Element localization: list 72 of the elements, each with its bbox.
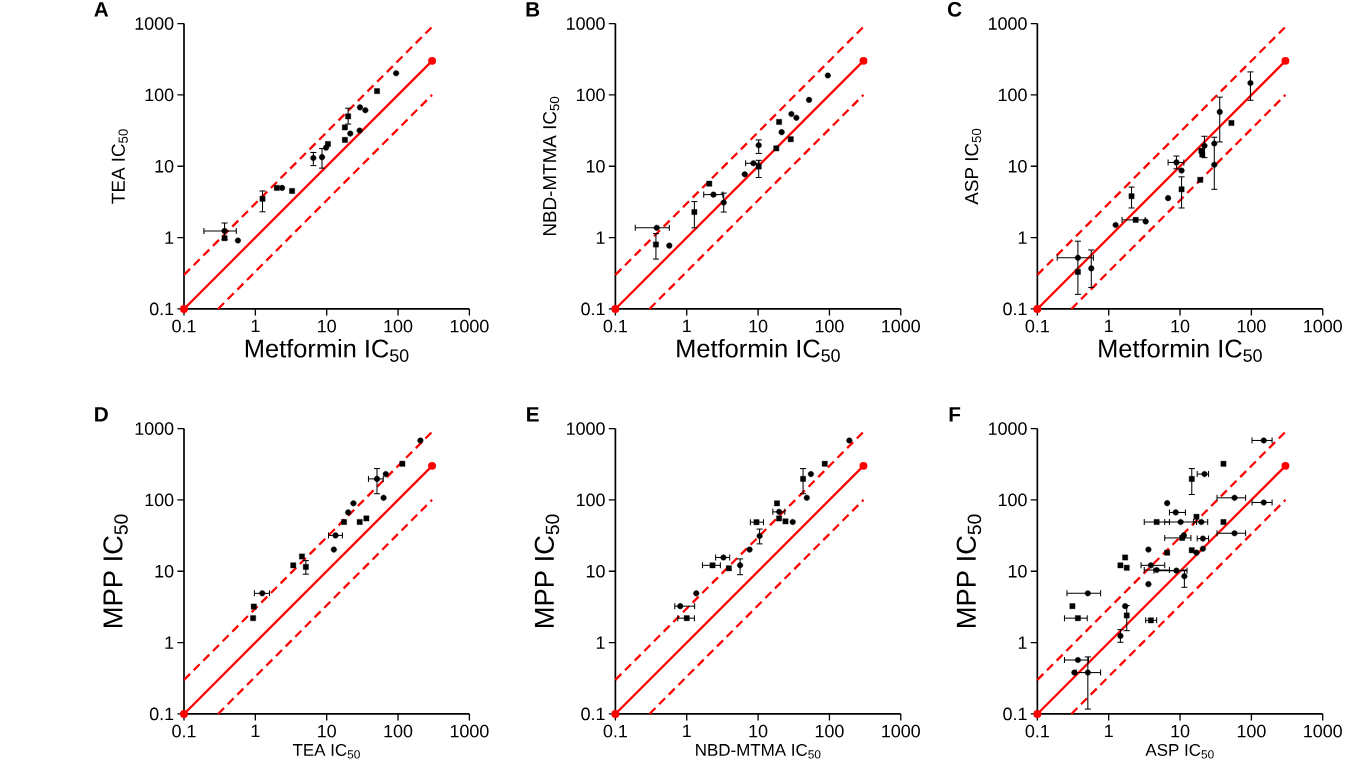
y-tick-label: 1	[1018, 231, 1027, 244]
y-tick-label: 100	[576, 493, 605, 507]
x-tick-label: 1000	[882, 724, 920, 738]
x-tick-label: 10	[318, 319, 336, 333]
y-tick-label: 1000	[135, 17, 174, 31]
x-tick-label: 1000	[1304, 319, 1342, 333]
chart-title: B	[526, 2, 540, 17]
y-axis-title: MPP IC$_{50}$	[534, 514, 560, 628]
x-tick-label: 1	[1105, 724, 1113, 738]
y-tick-label: 1	[596, 231, 605, 244]
x-tick-label: 1	[251, 724, 260, 738]
y-tick-label: 10	[155, 565, 174, 578]
y-tick-label: 1	[1018, 636, 1027, 649]
x-tick-label: 10	[318, 724, 336, 738]
x-axis-title: TEA IC$_{50}$	[292, 744, 360, 759]
y-axis-title: TEA IC$_{50}$	[111, 129, 128, 204]
chart-title: F	[949, 407, 961, 422]
y-tick-label: 1000	[988, 422, 1027, 436]
x-tick-label: 100	[384, 319, 413, 333]
x-axis-title: Metformin IC$_{50}$	[677, 339, 840, 363]
x-tick-label: 100	[1237, 319, 1266, 333]
x-tick-label: 1000	[450, 319, 489, 333]
x-tick-label: 100	[815, 724, 844, 738]
chart-title: E	[527, 407, 539, 422]
y-tick-label: 100	[998, 493, 1027, 507]
chart-title: D	[95, 407, 108, 422]
x-tick-label: 1000	[450, 724, 489, 738]
chart-title: A	[94, 2, 109, 17]
x-axis-title: ASP IC$_{50}$	[1145, 744, 1214, 759]
x-tick-label: 10	[749, 724, 768, 738]
x-tick-label: 10	[749, 319, 768, 333]
y-axis-title: ASP IC$_{50}$	[964, 128, 982, 205]
y-tick-label: 0.1	[581, 707, 605, 721]
y-axis-title: MPP IC$_{50}$	[103, 514, 128, 628]
y-tick-label: 1	[165, 636, 174, 649]
y-tick-label: 100	[576, 88, 605, 102]
y-tick-label: 100	[145, 88, 174, 102]
x-tick-label: 1	[1105, 319, 1113, 333]
y-tick-label: 10	[586, 565, 605, 578]
x-tick-label: 100	[384, 724, 413, 738]
y-axis-title: NBD-MTMA IC$_{50}$	[542, 97, 560, 236]
y-tick-label: 1000	[135, 422, 174, 436]
x-axis-title: NBD-MTMA IC$_{50}$	[696, 744, 821, 759]
y-tick-label: 100	[145, 493, 174, 507]
y-tick-label: 10	[1008, 565, 1027, 578]
y-tick-label: 0.1	[149, 707, 174, 721]
y-tick-label: 1000	[567, 17, 605, 31]
y-tick-label: 10	[586, 160, 605, 173]
y-tick-label: 1000	[988, 17, 1027, 31]
y-tick-label: 0.1	[1003, 707, 1027, 721]
y-tick-label: 10	[1008, 160, 1027, 173]
y-tick-label: 0.1	[581, 302, 605, 316]
y-tick-label: 0.1	[149, 302, 174, 316]
y-tick-label: 10	[155, 160, 174, 173]
y-tick-label: 1000	[567, 422, 605, 436]
x-tick-label: 10	[1171, 724, 1190, 738]
x-tick-label: 1	[683, 724, 691, 738]
x-tick-label: 1000	[882, 319, 920, 333]
x-axis-title: Metformin IC$_{50}$	[1099, 339, 1262, 363]
y-axis-title: MPP IC$_{50}$	[956, 514, 982, 628]
x-tick-label: 1000	[1304, 724, 1342, 738]
x-tick-label: 1	[251, 319, 260, 333]
y-tick-label: 0.1	[1003, 302, 1027, 316]
y-tick-label: 1	[165, 231, 174, 244]
y-tick-label: 1	[596, 636, 605, 649]
x-tick-label: 1	[683, 319, 691, 333]
x-tick-label: 100	[815, 319, 844, 333]
x-tick-label: 100	[1237, 724, 1266, 738]
chart-title: C	[947, 2, 962, 17]
y-tick-label: 100	[998, 88, 1027, 102]
x-axis-title: Metformin IC$_{50}$	[245, 339, 409, 363]
x-tick-label: 10	[1171, 319, 1190, 333]
